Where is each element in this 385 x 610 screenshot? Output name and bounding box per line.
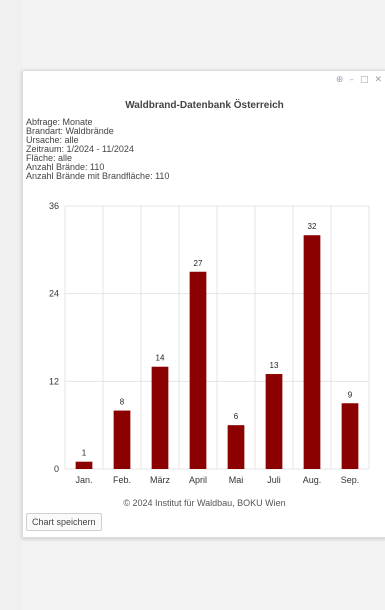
x-tick-label: März — [150, 475, 170, 485]
save-chart-button[interactable]: Chart speichern — [26, 513, 102, 531]
data-label: 1 — [82, 449, 87, 458]
close-icon[interactable]: ✕ — [374, 75, 382, 85]
y-tick-label: 0 — [54, 464, 59, 474]
data-label: 9 — [348, 390, 353, 399]
bar-chart: 0 12 24 36 1 Jan. 8 Feb. 14 März 27 April 6 Mai 13 Juli… — [49, 201, 370, 485]
pin-icon[interactable]: ⊕ — [335, 75, 344, 85]
fire-count-area-line: Anzahl Brände mit Brandfläche: 110 — [26, 171, 170, 181]
chart-title: Waldbrand-Datenbank Österreich — [125, 100, 284, 111]
x-tick-label: April — [189, 475, 207, 485]
x-tick-label: Sep. — [341, 475, 360, 485]
cause-line: Ursache: alle — [26, 135, 79, 145]
query-info: Abfrage: Monate Brandart: Waldbrände Urs… — [26, 118, 169, 181]
data-label: 27 — [194, 259, 203, 268]
bar — [189, 271, 207, 469]
chart-panel: ⊕ – □ ✕ Waldbrand-Datenbank Österreich A… — [22, 70, 385, 538]
bar — [151, 366, 169, 469]
data-label: 8 — [120, 398, 125, 407]
x-tick-label: Feb. — [113, 475, 131, 485]
window-controls: ⊕ – □ ✕ — [336, 75, 382, 85]
fire-count-line: Anzahl Brände: 110 — [26, 162, 105, 172]
x-tick-label: Aug. — [303, 475, 322, 485]
period-line: Zeitraum: 1/2024 - 11/2024 — [26, 144, 134, 154]
area-line: Fläche: alle — [26, 153, 73, 163]
data-label: 6 — [234, 412, 239, 421]
data-label: 13 — [270, 361, 279, 370]
fire-type-line: Brandart: Waldbrände — [26, 126, 114, 136]
query-line: Abfrage: Monate — [26, 117, 93, 127]
y-tick-label: 12 — [49, 376, 59, 386]
y-tick-label: 36 — [49, 201, 59, 211]
bar — [341, 403, 359, 469]
bar — [303, 235, 321, 469]
y-tick-label: 24 — [49, 289, 59, 299]
data-label: 14 — [156, 354, 165, 363]
maximize-icon[interactable]: □ — [359, 75, 369, 85]
bar — [227, 425, 245, 469]
x-tick-label: Mai — [229, 475, 244, 485]
data-label: 32 — [308, 222, 317, 231]
bar — [75, 461, 93, 469]
bar — [265, 374, 283, 469]
bar — [113, 410, 131, 469]
x-tick-label: Jan. — [75, 475, 92, 485]
minimize-icon[interactable]: – — [349, 75, 354, 85]
chart-credits[interactable]: © 2024 Institut für Waldbau, BOKU Wien — [123, 498, 286, 508]
x-tick-label: Juli — [267, 475, 281, 485]
